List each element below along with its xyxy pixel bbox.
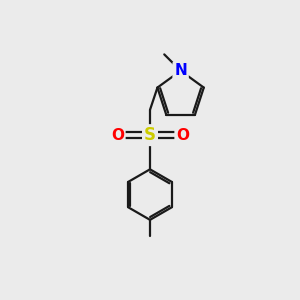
- Text: O: O: [176, 128, 189, 142]
- Text: O: O: [111, 128, 124, 142]
- Text: S: S: [144, 126, 156, 144]
- Text: N: N: [174, 63, 187, 78]
